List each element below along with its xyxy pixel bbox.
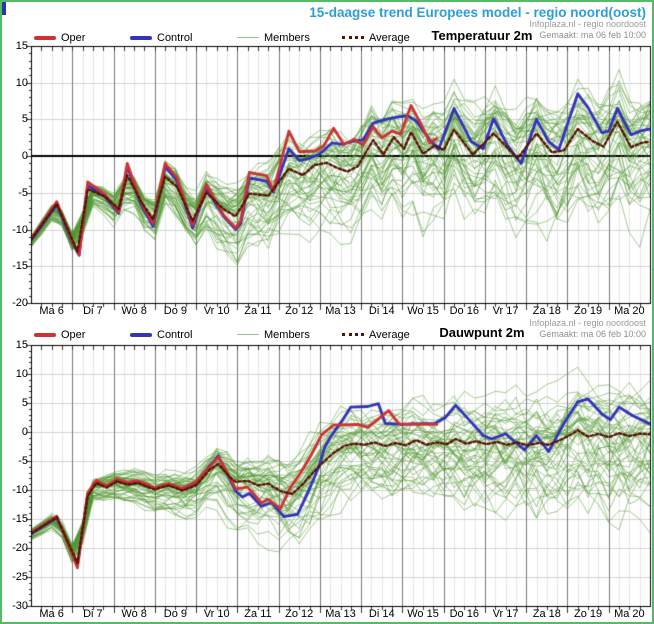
x-day-label: Do 9 xyxy=(163,608,188,620)
legend-item-oper: Oper xyxy=(34,29,86,44)
legend-item-members: Members xyxy=(237,326,310,341)
chart-title-temperature: Temperatuur 2m xyxy=(431,28,533,43)
source-info-mid: Infoplaza.nl - regio noordoost Gemaakt: … xyxy=(529,318,646,340)
x-day-label: Do 16 xyxy=(449,608,479,620)
control-line-swatch xyxy=(130,332,152,337)
x-day-label: Zo 12 xyxy=(285,608,314,620)
x-day-label: Zo 19 xyxy=(574,608,603,620)
x-day-label: Za 18 xyxy=(532,608,561,620)
average-line-swatch xyxy=(342,333,364,337)
y-tick-label: -5 xyxy=(18,455,28,467)
legend-item-average: Average xyxy=(342,326,410,341)
x-day-label: Za 18 xyxy=(532,305,561,317)
y-tick-label: -30 xyxy=(12,600,28,612)
x-day-label: Vr 10 xyxy=(203,608,230,620)
x-day-label: Wo 15 xyxy=(407,608,439,620)
y-tick-label: 15 xyxy=(15,339,28,351)
legend-label: Members xyxy=(264,31,310,44)
y-tick-label: 10 xyxy=(15,368,28,380)
oper-line-swatch xyxy=(34,332,56,337)
chart-title-dewpoint: Dauwpunt 2m xyxy=(439,325,525,340)
x-day-label: Wo 8 xyxy=(121,305,147,317)
members-line-swatch xyxy=(237,334,259,336)
y-tick-label: -10 xyxy=(12,223,28,236)
page-title: 15-daagse trend Europees model - regio n… xyxy=(309,5,646,20)
legend-item-oper: Oper xyxy=(34,326,86,341)
legend-item-members: Members xyxy=(237,29,310,44)
corner-mark xyxy=(2,2,6,15)
legend-label: Average xyxy=(369,31,410,44)
x-day-label: Di 14 xyxy=(368,608,395,620)
x-day-label: Vr 17 xyxy=(492,305,519,317)
x-day-label: Za 11 xyxy=(244,305,272,317)
legend-label: Members xyxy=(264,328,310,341)
legend-temperature: Oper Control Members Average xyxy=(2,29,432,44)
y-tick-label: -15 xyxy=(12,260,28,273)
y-tick-label: -20 xyxy=(12,542,28,554)
legend-label: Oper xyxy=(61,31,86,44)
x-day-label: Wo 15 xyxy=(407,305,439,317)
x-day-label: Zo 19 xyxy=(574,305,603,317)
x-day-label: Vr 10 xyxy=(203,305,230,317)
y-tick-label: -15 xyxy=(12,513,28,525)
y-tick-label: -25 xyxy=(12,571,28,583)
x-day-label: Ma 20 xyxy=(614,305,645,317)
x-day-label: Ma 13 xyxy=(325,305,356,317)
x-day-label: Ma 6 xyxy=(39,608,64,620)
legend-label: Oper xyxy=(61,328,86,341)
x-day-label: Do 16 xyxy=(449,305,479,317)
x-day-label: Di 7 xyxy=(83,608,103,620)
y-tick-label: 5 xyxy=(21,113,28,126)
legend-label: Control xyxy=(157,31,193,44)
source-line: Infoplaza.nl - regio noordoost xyxy=(529,318,646,328)
x-day-label: Zo 12 xyxy=(285,305,314,317)
members-line-swatch xyxy=(237,37,259,39)
generated-line: Gemaakt: ma 06 feb 10:00 xyxy=(539,30,646,40)
y-tick-label: 0 xyxy=(21,150,28,163)
x-day-label: Di 14 xyxy=(368,305,395,317)
y-tick-label: -20 xyxy=(12,297,28,309)
y-tick-label: 15 xyxy=(15,40,28,52)
y-tick-label: 10 xyxy=(15,76,28,89)
y-tick-label: -5 xyxy=(18,186,28,199)
x-day-label: Wo 8 xyxy=(121,608,147,620)
y-tick-label: 5 xyxy=(21,397,28,409)
source-line: Infoplaza.nl - regio noordoost xyxy=(529,19,646,29)
legend-item-control: Control xyxy=(130,29,193,44)
legend-dewpoint: Oper Control Members Average xyxy=(2,326,432,341)
x-day-label: Do 9 xyxy=(163,305,188,317)
source-info-top: Infoplaza.nl - regio noordoost Gemaakt: … xyxy=(529,19,646,41)
average-line-swatch xyxy=(342,36,364,40)
x-day-label: Ma 20 xyxy=(614,608,645,620)
y-tick-label: -10 xyxy=(12,484,28,496)
legend-label: Control xyxy=(157,328,193,341)
generated-line: Gemaakt: ma 06 feb 10:00 xyxy=(539,329,646,339)
legend-label: Average xyxy=(369,328,410,341)
x-day-label: Ma 6 xyxy=(39,305,64,317)
legend-item-control: Control xyxy=(130,326,193,341)
x-day-label: Di 7 xyxy=(83,305,103,317)
oper-line-swatch xyxy=(34,35,56,40)
x-day-label: Vr 17 xyxy=(492,608,519,620)
x-day-label: Za 11 xyxy=(244,608,272,620)
y-tick-label: 0 xyxy=(21,426,28,438)
control-line-swatch xyxy=(130,35,152,40)
legend-item-average: Average xyxy=(342,29,410,44)
x-day-label: Ma 13 xyxy=(325,608,356,620)
